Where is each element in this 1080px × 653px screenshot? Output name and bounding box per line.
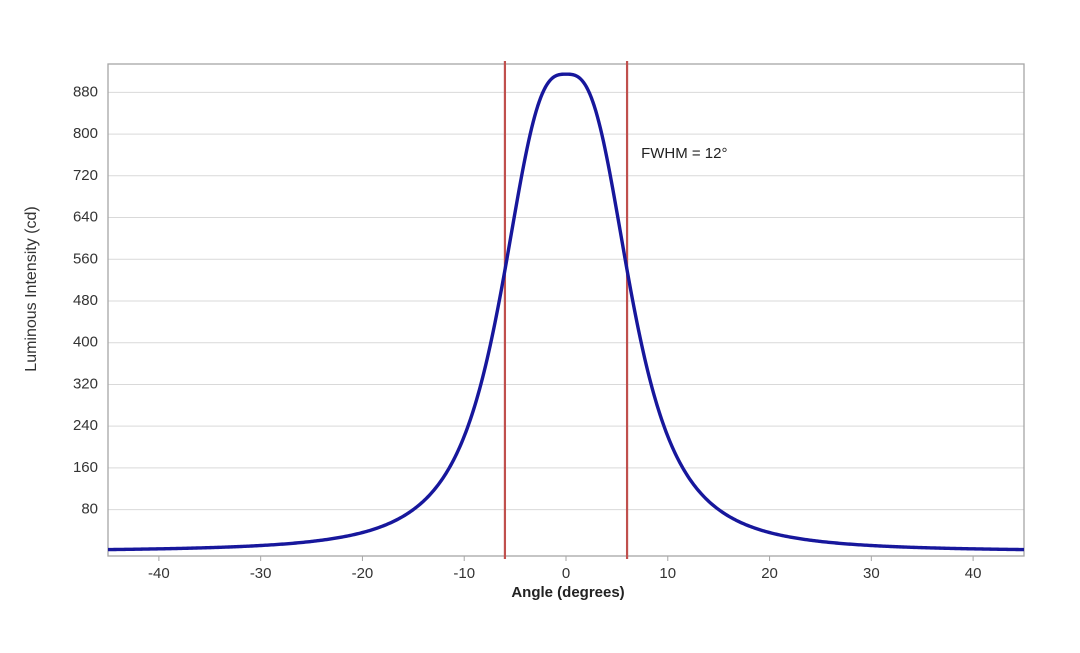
svg-text:720: 720 [73, 167, 98, 184]
svg-text:240: 240 [73, 417, 98, 434]
svg-text:480: 480 [73, 292, 98, 309]
svg-text:20: 20 [761, 565, 778, 582]
svg-text:-10: -10 [453, 565, 475, 582]
svg-text:-20: -20 [352, 565, 374, 582]
svg-text:30: 30 [863, 565, 880, 582]
svg-text:40: 40 [965, 565, 982, 582]
svg-text:560: 560 [73, 250, 98, 267]
svg-text:-30: -30 [250, 565, 272, 582]
svg-text:160: 160 [73, 459, 98, 476]
svg-text:0: 0 [562, 565, 570, 582]
svg-text:880: 880 [73, 83, 98, 100]
svg-text:80: 80 [81, 501, 98, 518]
svg-text:800: 800 [73, 125, 98, 142]
svg-text:-40: -40 [148, 565, 170, 582]
svg-text:320: 320 [73, 375, 98, 392]
svg-text:640: 640 [73, 209, 98, 226]
svg-text:10: 10 [659, 565, 676, 582]
svg-text:400: 400 [73, 334, 98, 351]
